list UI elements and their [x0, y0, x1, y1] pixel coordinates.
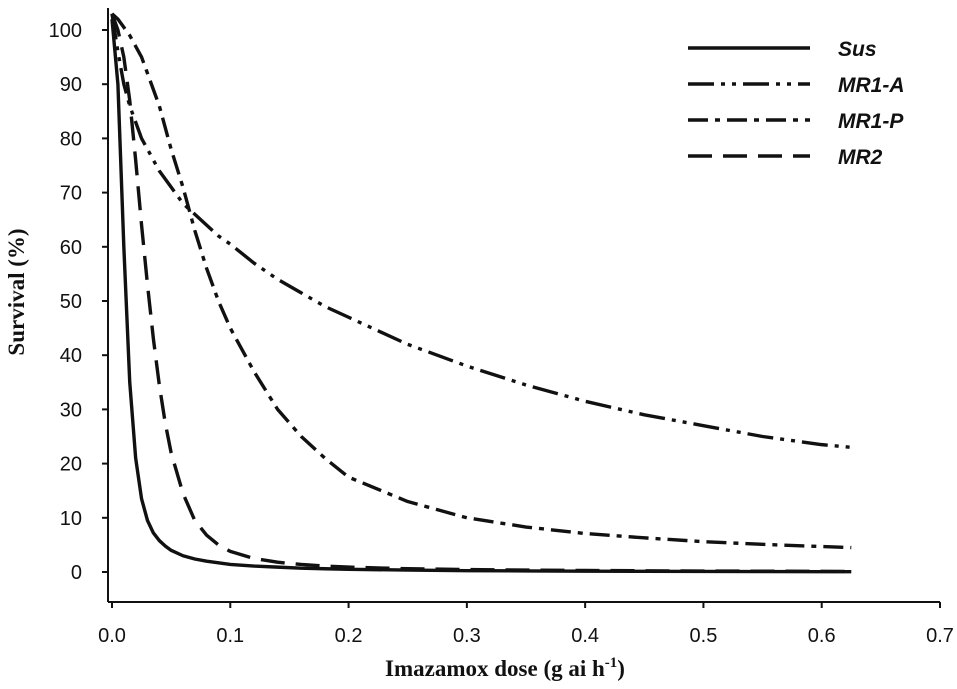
x-axis-title-end: ) [617, 656, 625, 681]
series-group [110, 12, 852, 574]
y-tick-label: 90 [60, 74, 82, 96]
x-axis-title-sup: -1 [605, 655, 618, 671]
y-tick-label: 100 [49, 20, 82, 42]
x-tick-label: 0.5 [690, 625, 718, 647]
y-tick-label: 60 [60, 237, 82, 259]
x-axis-title: Imazamox dose (g ai h-1) [385, 655, 625, 681]
x-tick-label: 0.2 [335, 625, 363, 647]
series-line-mr2 [110, 13, 852, 574]
x-tick-label: 0.1 [216, 625, 244, 647]
legend-label-mr1-p: MR1-P [838, 110, 904, 133]
x-tick-label: 0.7 [926, 625, 954, 647]
y-tick-label: 10 [60, 508, 82, 530]
series-line-sus [110, 19, 852, 574]
x-tick-label: 0.4 [571, 625, 599, 647]
legend-label-mr1-a: MR1-A [838, 74, 905, 97]
y-axis-title: Survival (%) [4, 228, 29, 355]
y-tick-label: 20 [60, 454, 82, 476]
y-tick-label: 30 [60, 399, 82, 421]
x-ticks: 0.0 0.1 0.2 0.3 0.4 0.5 0.6 0.7 [98, 602, 954, 647]
legend-label-sus: Sus [838, 38, 877, 61]
y-tick-label: 80 [60, 128, 82, 150]
x-tick-label: 0.3 [453, 625, 481, 647]
y-tick-label: 50 [60, 291, 82, 313]
legend-label-mr2: MR2 [838, 146, 883, 169]
y-tick-label: 0 [71, 562, 82, 584]
legend: Sus MR1-A MR1-P MR2 [688, 38, 905, 169]
x-tick-label: 0.6 [808, 625, 836, 647]
series-line-mr1-a [110, 13, 852, 450]
y-ticks: 0 10 20 30 40 50 60 70 80 90 100 [49, 20, 108, 584]
y-tick-label: 70 [60, 183, 82, 205]
series-line-mr1-p [110, 12, 852, 550]
axes [107, 8, 940, 603]
x-axis-title-main: Imazamox dose (g ai h [385, 656, 605, 681]
y-tick-label: 40 [60, 345, 82, 367]
x-tick-label: 0.0 [98, 625, 126, 647]
